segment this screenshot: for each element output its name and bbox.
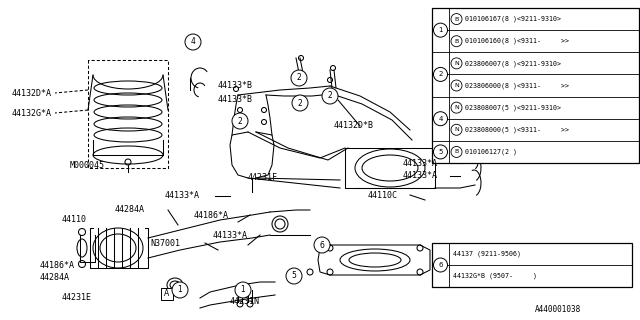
Text: 44186*A: 44186*A: [40, 260, 75, 269]
Bar: [432, 243, 632, 287]
Text: 44284A: 44284A: [115, 205, 145, 214]
Circle shape: [451, 147, 462, 157]
Text: M000045: M000045: [70, 161, 105, 170]
Text: 010106167(8 )<9211-9310>: 010106167(8 )<9211-9310>: [465, 16, 561, 22]
Text: 44231N: 44231N: [230, 298, 260, 307]
Text: 1: 1: [438, 27, 443, 33]
Text: 44133*B: 44133*B: [218, 95, 253, 105]
Circle shape: [185, 34, 201, 50]
Text: 44132D*B: 44132D*B: [334, 122, 374, 131]
Text: 44133*A: 44133*A: [165, 191, 200, 201]
Text: 44133*B: 44133*B: [218, 82, 253, 91]
Text: 44284A: 44284A: [40, 274, 70, 283]
Circle shape: [292, 95, 308, 111]
Text: 44231F: 44231F: [248, 173, 278, 182]
Text: B: B: [454, 149, 459, 155]
Text: 44186*A: 44186*A: [194, 211, 229, 220]
Text: 010106160(8 )<9311-     >>: 010106160(8 )<9311- >>: [465, 38, 569, 44]
Text: 2: 2: [237, 116, 243, 125]
Text: 44137 (9211-9506): 44137 (9211-9506): [453, 251, 521, 257]
Text: N: N: [454, 127, 459, 132]
Text: 023808007(5 )<9211-9310>: 023808007(5 )<9211-9310>: [465, 104, 561, 111]
Text: A: A: [164, 290, 170, 299]
Bar: [161, 288, 173, 300]
Text: B: B: [454, 17, 459, 21]
Text: 023808000(5 )<9311-     >>: 023808000(5 )<9311- >>: [465, 126, 569, 133]
Circle shape: [433, 112, 447, 126]
Text: N: N: [454, 61, 459, 66]
Circle shape: [451, 80, 462, 91]
Text: 44132D*A: 44132D*A: [12, 89, 52, 98]
Text: 44110C: 44110C: [368, 190, 398, 199]
Text: 2: 2: [328, 92, 332, 100]
Text: 023806007(8 )<9211-9310>: 023806007(8 )<9211-9310>: [465, 60, 561, 67]
Text: 6: 6: [438, 262, 443, 268]
Circle shape: [451, 13, 462, 25]
Text: 44110: 44110: [62, 215, 87, 225]
Text: 2: 2: [296, 74, 301, 83]
Text: 44133*A: 44133*A: [403, 158, 438, 167]
Text: N: N: [454, 83, 459, 88]
Text: 6: 6: [319, 241, 324, 250]
Circle shape: [314, 237, 330, 253]
Text: A440001038: A440001038: [535, 306, 581, 315]
Text: 1: 1: [178, 285, 182, 294]
Text: 2: 2: [298, 99, 302, 108]
Circle shape: [433, 258, 447, 272]
Bar: [432, 8, 639, 163]
Text: N37001: N37001: [150, 238, 180, 247]
Text: 44132G*A: 44132G*A: [12, 108, 52, 117]
Circle shape: [433, 23, 447, 37]
Circle shape: [451, 124, 462, 135]
Circle shape: [286, 268, 302, 284]
Circle shape: [232, 113, 248, 129]
Text: 44133*A: 44133*A: [213, 230, 248, 239]
Text: N: N: [454, 105, 459, 110]
Text: 010106127(2 ): 010106127(2 ): [465, 149, 517, 155]
Circle shape: [433, 145, 447, 159]
Circle shape: [451, 102, 462, 113]
Text: B: B: [454, 39, 459, 44]
Text: 4: 4: [191, 37, 195, 46]
Text: 2: 2: [438, 71, 443, 77]
Text: 44133*A: 44133*A: [403, 172, 438, 180]
Text: 44132G*B (9507-     ): 44132G*B (9507- ): [453, 273, 537, 279]
Text: 4: 4: [438, 116, 443, 122]
Circle shape: [291, 70, 307, 86]
Circle shape: [322, 88, 338, 104]
Text: 1: 1: [241, 285, 245, 294]
Circle shape: [235, 282, 251, 298]
Circle shape: [451, 58, 462, 69]
Circle shape: [451, 36, 462, 47]
Circle shape: [433, 68, 447, 81]
Circle shape: [172, 282, 188, 298]
Text: 5: 5: [292, 271, 296, 281]
Text: 023806000(8 )<9311-     >>: 023806000(8 )<9311- >>: [465, 82, 569, 89]
Text: 5: 5: [438, 149, 443, 155]
Text: 44231E: 44231E: [62, 292, 92, 301]
